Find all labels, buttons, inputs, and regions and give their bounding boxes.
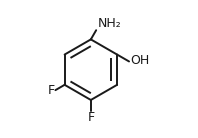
Text: F: F xyxy=(87,112,94,124)
Text: OH: OH xyxy=(130,54,149,67)
Text: NH₂: NH₂ xyxy=(97,17,121,30)
Text: F: F xyxy=(48,84,55,97)
